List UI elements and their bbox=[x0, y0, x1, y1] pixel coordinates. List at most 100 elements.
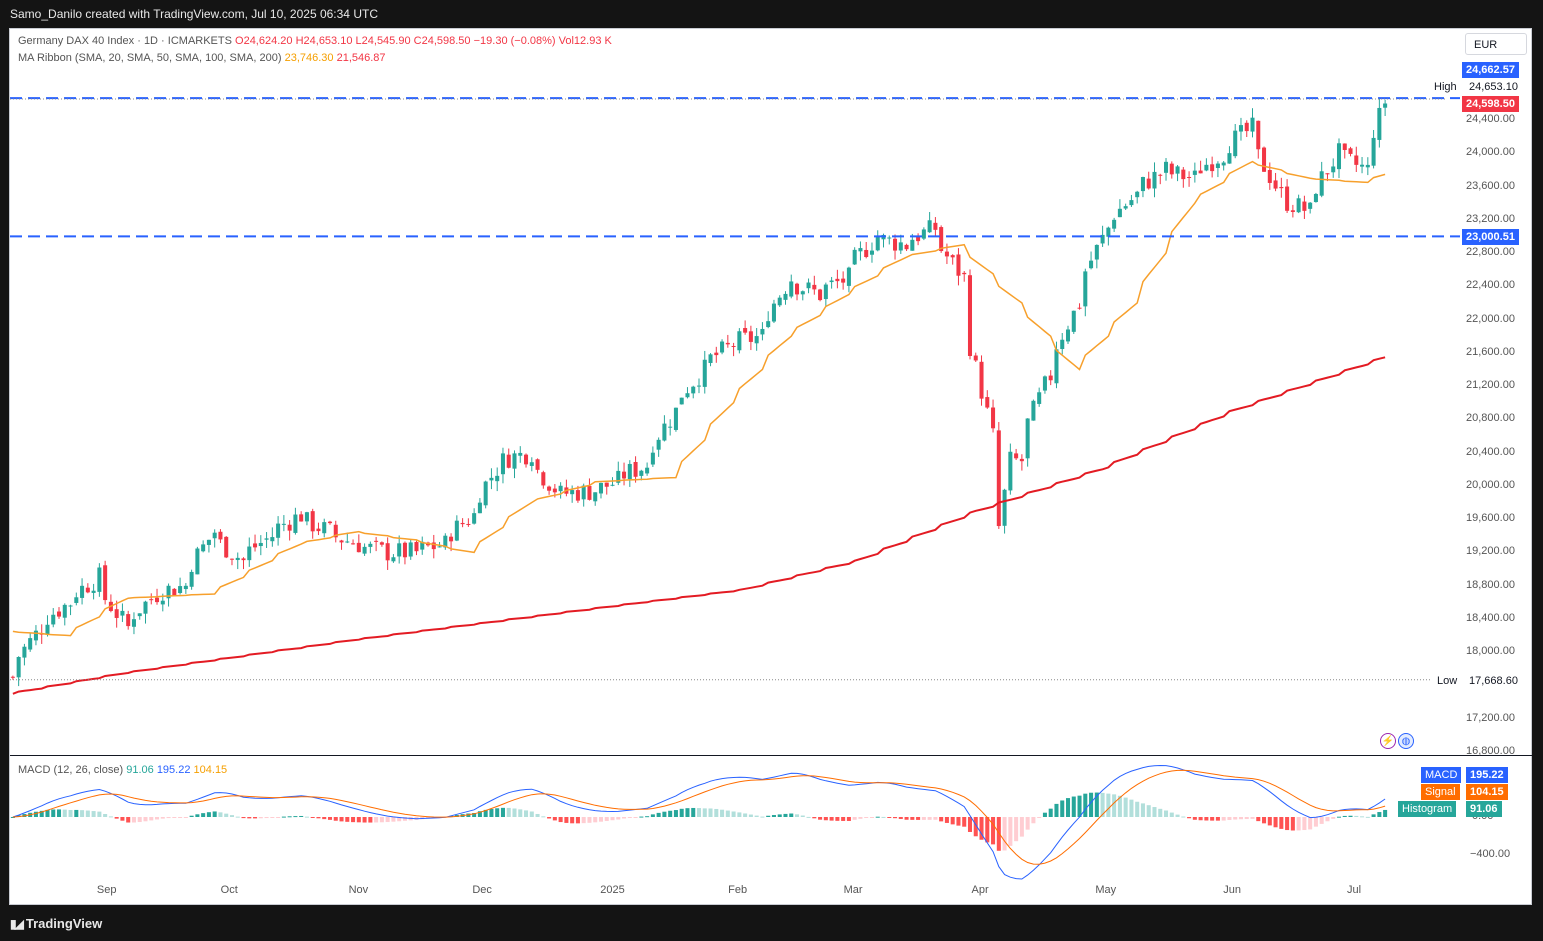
candle-body bbox=[51, 614, 56, 625]
macd-hist-bar bbox=[570, 817, 575, 824]
macd-hist-bar bbox=[916, 817, 921, 820]
macd-hist-bar bbox=[1354, 815, 1359, 817]
macd-hist-bar bbox=[339, 817, 344, 822]
time-tick-label: Mar bbox=[843, 884, 863, 896]
macd-hist-bar bbox=[575, 817, 580, 824]
candle-body bbox=[1360, 164, 1365, 167]
macd-hist-bar bbox=[1308, 817, 1313, 830]
candle-body bbox=[10, 676, 15, 678]
time-tick-label: Jun bbox=[1223, 884, 1241, 896]
macd-hist-bar bbox=[45, 809, 50, 817]
candle-body bbox=[120, 610, 125, 616]
macd-hist-bar bbox=[991, 817, 996, 845]
macd-hist-bar bbox=[846, 817, 851, 821]
candle-body bbox=[1031, 400, 1036, 421]
candle-body bbox=[829, 280, 834, 283]
candle-body bbox=[1060, 339, 1065, 350]
macd-hist-bar bbox=[1169, 812, 1174, 817]
globe-icon[interactable]: ◍ bbox=[1398, 733, 1414, 749]
top-line-tag: 24,662.57 bbox=[1462, 62, 1519, 78]
candle-body bbox=[454, 520, 459, 541]
macd-hist-bar bbox=[1008, 817, 1013, 846]
candle-body bbox=[212, 532, 217, 539]
macd-hist-bar bbox=[1031, 817, 1036, 824]
candle-body bbox=[1256, 120, 1261, 150]
candle-body bbox=[771, 303, 776, 322]
macd-hist-bar bbox=[564, 817, 569, 823]
candle-body bbox=[408, 542, 413, 557]
candle-body bbox=[506, 454, 511, 468]
candle-body bbox=[1290, 210, 1295, 212]
candle-body bbox=[893, 238, 898, 251]
macd-hist-bar bbox=[737, 812, 742, 817]
sma-fast-line bbox=[12, 160, 1386, 637]
macd-hist-bar bbox=[1204, 817, 1209, 821]
price-tick-label: 22,800.00 bbox=[1466, 246, 1515, 259]
candle-body bbox=[206, 539, 211, 545]
macd-hist-bar bbox=[1187, 817, 1192, 819]
macd-hist-bar bbox=[720, 809, 725, 817]
candle-body bbox=[869, 250, 874, 255]
candle-body bbox=[1094, 244, 1099, 260]
low-label: Low bbox=[1432, 674, 1463, 688]
macd-hist-bar bbox=[1331, 817, 1336, 819]
candle-body bbox=[247, 546, 252, 561]
candle-body bbox=[437, 546, 442, 548]
macd-hist-bar bbox=[587, 817, 592, 823]
macd-hist-bar bbox=[1002, 817, 1007, 851]
candle-body bbox=[1117, 208, 1122, 218]
candle-body bbox=[512, 453, 517, 469]
macd-line bbox=[12, 764, 1386, 880]
macd-hist-bar bbox=[253, 817, 258, 819]
macd-hist-bar bbox=[725, 810, 730, 817]
macd-hist-bar bbox=[1094, 792, 1099, 817]
macd-hist-bar bbox=[898, 817, 903, 819]
lightning-icon[interactable]: ⚡ bbox=[1380, 733, 1396, 749]
bottom-line-tag: 23,000.51 bbox=[1462, 229, 1519, 245]
macd-hist-bar bbox=[1215, 817, 1220, 821]
candle-body bbox=[1365, 164, 1370, 168]
candle-body bbox=[16, 657, 21, 678]
macd-hist-bar bbox=[178, 817, 183, 818]
price-tick-label: 23,200.00 bbox=[1466, 212, 1515, 225]
macd-hist-bar bbox=[864, 817, 869, 818]
candle-body bbox=[1383, 103, 1388, 108]
macd-hist-bar bbox=[287, 816, 292, 818]
candle-body bbox=[74, 597, 79, 603]
macd-hist-bar bbox=[1089, 792, 1094, 817]
macd-hist-bar bbox=[218, 812, 223, 817]
macd-hist-bar bbox=[1377, 812, 1382, 817]
price-tick-label: 18,000.00 bbox=[1466, 645, 1515, 658]
candle-body bbox=[944, 251, 949, 257]
candle-body bbox=[351, 543, 356, 545]
candle-body bbox=[253, 543, 258, 548]
chart-frame[interactable] bbox=[9, 28, 1532, 905]
macd-hist-bar bbox=[806, 816, 811, 818]
macd-hist-bar bbox=[783, 813, 788, 817]
candle-body bbox=[1135, 191, 1140, 198]
macd-hist-bar bbox=[852, 817, 857, 820]
macd-hist-bar bbox=[1348, 815, 1353, 817]
currency-button[interactable]: EUR bbox=[1465, 33, 1527, 55]
candle-body bbox=[195, 548, 200, 575]
time-tick-label: Jul bbox=[1346, 884, 1362, 896]
macd-hist-bar bbox=[310, 817, 315, 818]
candle-body bbox=[708, 354, 713, 363]
candle-body bbox=[956, 254, 961, 276]
candle-body bbox=[322, 522, 327, 534]
macd-hist-bar bbox=[673, 810, 678, 817]
candle-body bbox=[1325, 173, 1330, 175]
macd-hist-bar bbox=[1296, 817, 1301, 831]
candle-body bbox=[235, 557, 240, 561]
macd-hist-bar bbox=[316, 817, 321, 819]
price-tick-label: 19,600.00 bbox=[1466, 512, 1515, 525]
macd-hist-bar bbox=[777, 814, 782, 817]
candle-body bbox=[1071, 310, 1076, 332]
candle-body bbox=[812, 284, 817, 290]
candle-body bbox=[80, 585, 85, 598]
macd-hist-bar bbox=[789, 813, 794, 817]
tradingview-logo[interactable]: ▮◢ TradingView bbox=[10, 916, 102, 931]
price-tick-label: 22,000.00 bbox=[1466, 312, 1515, 325]
macd-hist-bar bbox=[385, 817, 390, 823]
